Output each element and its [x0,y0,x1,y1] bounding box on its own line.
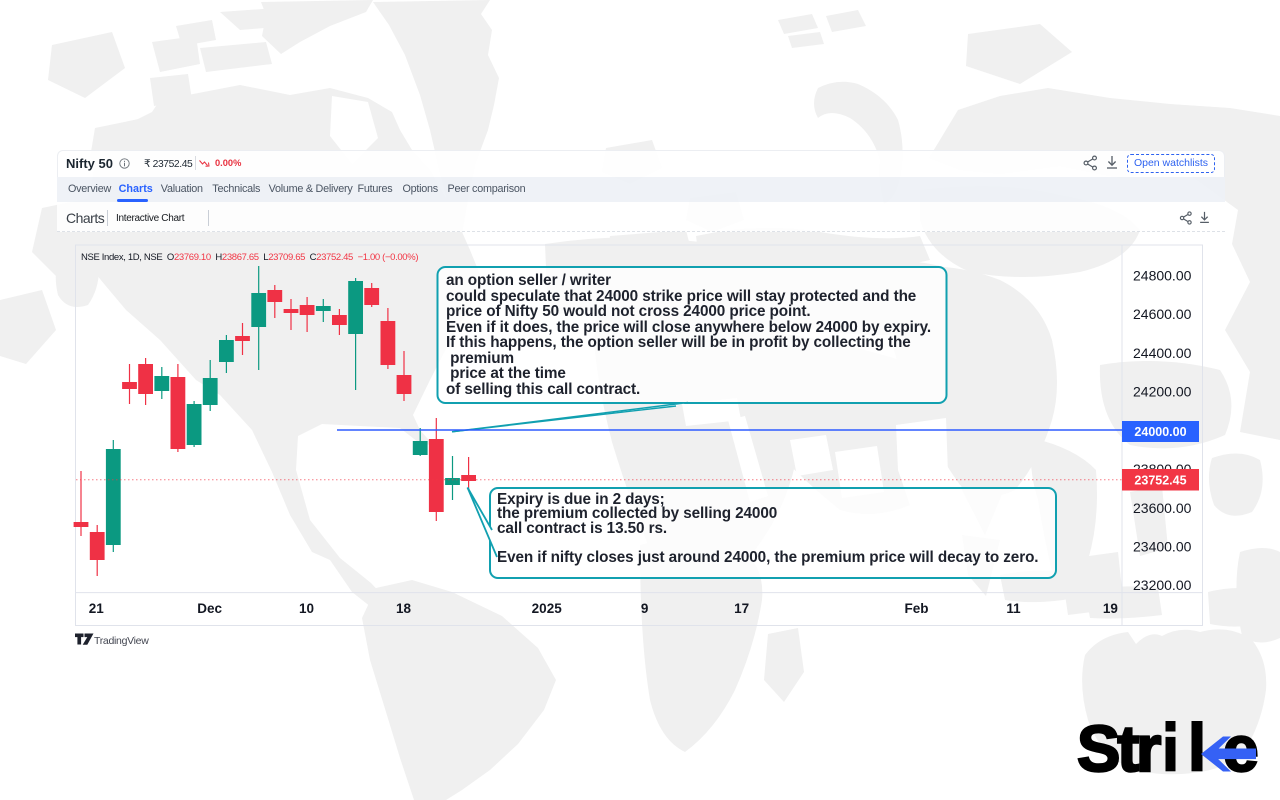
svg-text:9: 9 [641,601,649,616]
svg-text:TradingView: TradingView [94,635,149,647]
svg-text:24400.00: 24400.00 [1133,345,1192,361]
svg-text:2025: 2025 [532,601,563,616]
svg-text:24600.00: 24600.00 [1133,306,1192,322]
svg-text:23600.00: 23600.00 [1133,500,1192,516]
svg-text:Feb: Feb [904,601,928,616]
svg-text:24200.00: 24200.00 [1133,384,1192,400]
svg-text:17: 17 [734,601,749,616]
svg-text:10: 10 [299,601,314,616]
svg-text:18: 18 [396,601,412,616]
svg-text:19: 19 [1103,601,1118,616]
svg-text:23200.00: 23200.00 [1133,577,1192,593]
svg-text:NSE Index, 1D, NSE O23769.10: NSE Index, 1D, NSE O23769.10 H23867.65 L… [81,252,418,263]
svg-text:Str: Str [1077,712,1161,785]
svg-text:23752.45: 23752.45 [1134,474,1186,488]
svg-text:11: 11 [1006,601,1021,616]
svg-text:21: 21 [89,601,105,616]
svg-text:Dec: Dec [197,601,222,616]
svg-text:23400.00: 23400.00 [1133,539,1192,555]
svg-text:24800.00: 24800.00 [1133,268,1192,284]
svg-text:24000.00: 24000.00 [1134,425,1186,439]
